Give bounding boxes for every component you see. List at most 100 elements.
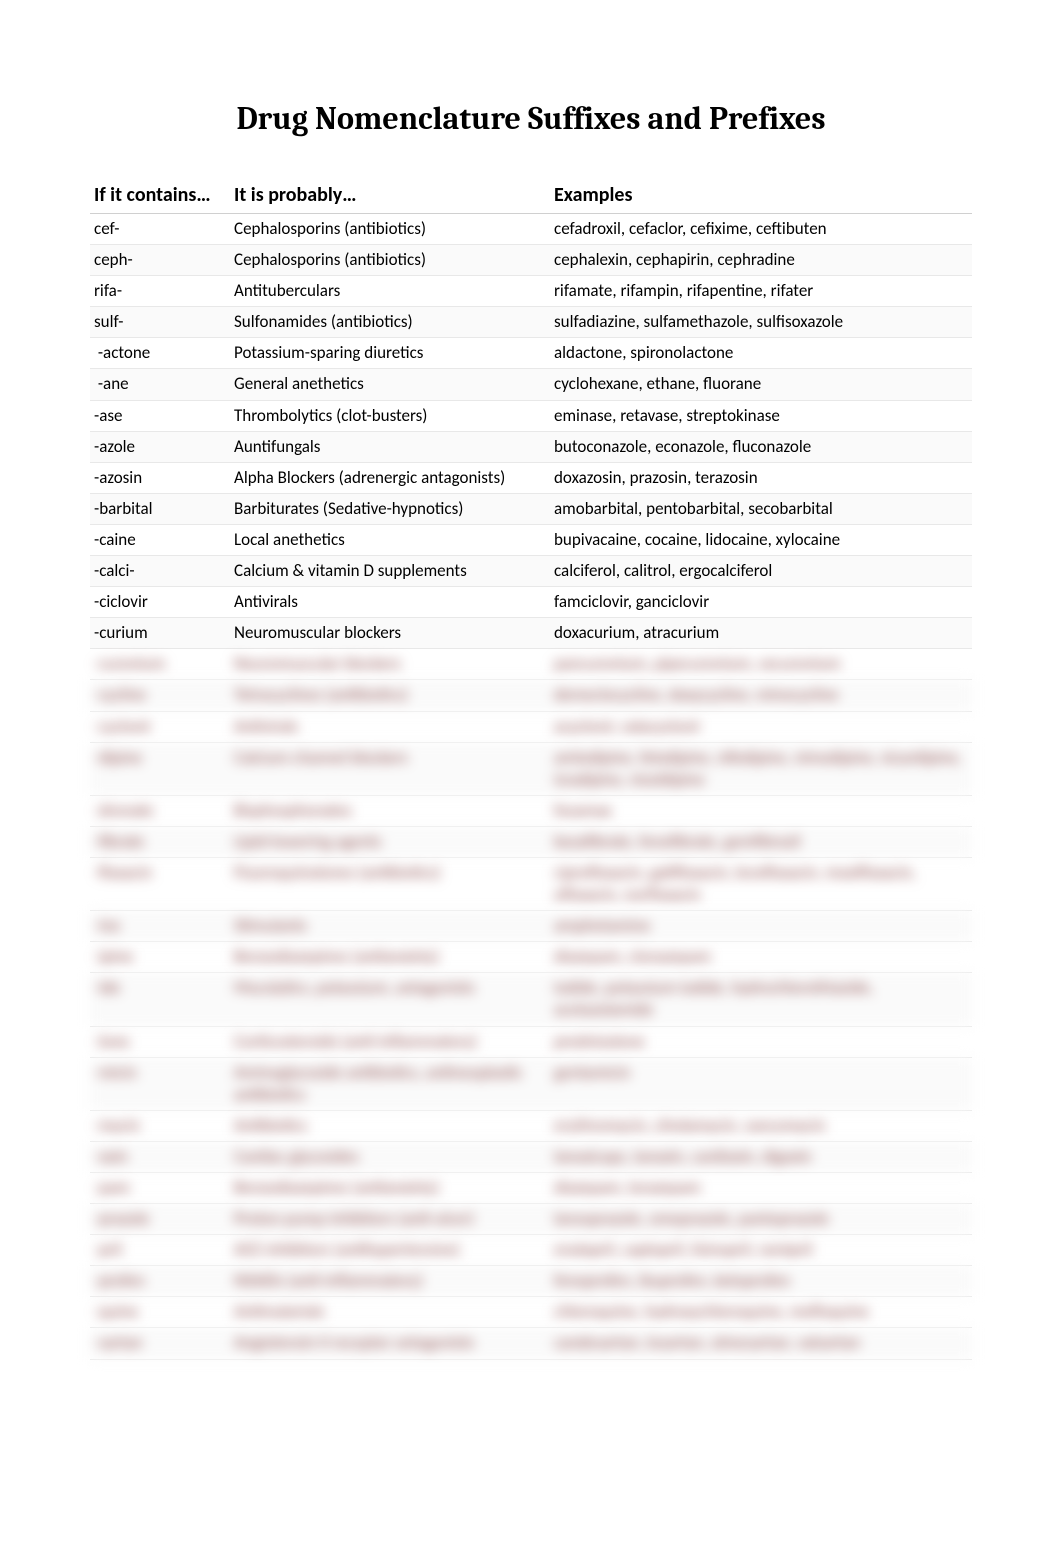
cell-examples: enalapril, captopril, lisinopril, ramipr…	[550, 1235, 972, 1266]
table-row: -azoleAuntifungalsbutoconazole, econazol…	[90, 431, 972, 462]
cell-affix: -ide	[90, 973, 230, 1026]
cell-class: Aminoglycoside antibiotics, antineoplast…	[230, 1057, 550, 1110]
table-row: -sartanAngiotensin II receptor antagonis…	[90, 1328, 972, 1359]
cell-examples: diazepam, clonazepam	[550, 942, 972, 973]
cell-examples: chloroquine, hydroxychloroquine, mefloqu…	[550, 1297, 972, 1328]
table-row: ceph-Cephalosporins (antibiotics)cephale…	[90, 245, 972, 276]
table-row: -floxacinFluoroquinolones (antibiotics)c…	[90, 857, 972, 910]
cell-examples: doxazosin, prazosin, terazosin	[550, 462, 972, 493]
cell-class: Potassium-sparing diuretics	[230, 338, 550, 369]
cell-class: Thrombolytics (clot-busters)	[230, 400, 550, 431]
cell-examples: erythromycin, clindamycin, vancomycin	[550, 1110, 972, 1141]
table-row: -dipineCalcium channel blockersamlodipin…	[90, 742, 972, 795]
cell-affix: -floxacin	[90, 857, 230, 910]
cell-class: Bisphosphonates	[230, 795, 550, 826]
cell-class: Corticosteroids (anti-inflammatory)	[230, 1026, 550, 1057]
cell-examples: rifamate, rifampin, rifapentine, rifater	[550, 276, 972, 307]
cell-examples: bezafibrate, fenofibrate, gemfibrozil	[550, 826, 972, 857]
table-row: -mycinAntibioticserythromycin, clindamyc…	[90, 1110, 972, 1141]
cell-affix: -ciclovir	[90, 587, 230, 618]
table-row: -micinAminoglycoside antibiotics, antine…	[90, 1057, 972, 1110]
cell-class: Local anethetics	[230, 524, 550, 555]
cell-examples: fosamax	[550, 795, 972, 826]
cell-examples: cefadroxil, cefaclor, cefixime, ceftibut…	[550, 214, 972, 245]
cell-affix: -pam	[90, 1173, 230, 1204]
table-row: rifa-Antitubercularsrifamate, rifampin, …	[90, 276, 972, 307]
cell-affix: -fibrate	[90, 826, 230, 857]
cell-class: Lipid-lowering agents	[230, 826, 550, 857]
cell-class: Calcium & vitamin D supplements	[230, 556, 550, 587]
table-header-row: If it contains… It is probably… Examples	[90, 177, 972, 214]
cell-examples: lanoxicaps, lanoxin, cardioxin, digoxin	[550, 1141, 972, 1172]
cell-examples: aldactone, spironolactone	[550, 338, 972, 369]
cell-affix: -pril	[90, 1235, 230, 1266]
header-affix: If it contains…	[90, 177, 230, 214]
table-row: -caineLocal anetheticsbupivacaine, cocai…	[90, 524, 972, 555]
cell-examples: bupivacaine, cocaine, lidocaine, xylocai…	[550, 524, 972, 555]
table-row: -ideMucolytics, potassium, antagonistsio…	[90, 973, 972, 1026]
cell-examples: amlodipine, felodipine, nifedipine, nimo…	[550, 742, 972, 795]
cell-affix: -azole	[90, 431, 230, 462]
cell-affix: -ipine	[90, 942, 230, 973]
cell-class: Angiotensin II receptor antagonists	[230, 1328, 550, 1359]
cell-class: Mucolytics, potassium, antagonists	[230, 973, 550, 1026]
cell-examples: cyclohexane, ethane, fluorane	[550, 369, 972, 400]
cell-affix: -mycin	[90, 1110, 230, 1141]
table-row: -cyclineTetracyclines (antibiotics)demec…	[90, 680, 972, 711]
cell-affix: rifa-	[90, 276, 230, 307]
cell-affix: -profen	[90, 1266, 230, 1297]
cell-examples: famciclovir, ganciclovir	[550, 587, 972, 618]
cell-class: Barbiturates (Sedative-hypnotics)	[230, 493, 550, 524]
cell-examples: doxacurium, atracurium	[550, 618, 972, 649]
table-row: -actonePotassium-sparing diureticsaldact…	[90, 338, 972, 369]
cell-affix: -calci-	[90, 556, 230, 587]
table-row: -quineAntimalarialschloroquine, hydroxyc…	[90, 1297, 972, 1328]
header-class: It is probably…	[230, 177, 550, 214]
cell-class: Auntifungals	[230, 431, 550, 462]
cell-class: Cephalosporins (antibiotics)	[230, 214, 550, 245]
cell-affix: -curonium	[90, 649, 230, 680]
drug-table: If it contains… It is probably… Examples…	[90, 177, 972, 1360]
cell-affix: -cycline	[90, 680, 230, 711]
table-row: -fibrateLipid-lowering agentsbezafibrate…	[90, 826, 972, 857]
cell-affix: -micin	[90, 1057, 230, 1110]
cell-affix: cef-	[90, 214, 230, 245]
table-row: -aneGeneral anetheticscyclohexane, ethan…	[90, 369, 972, 400]
cell-class: NSAIDs (anti-inflammatory)	[230, 1266, 550, 1297]
table-row: -pamBenzodiazepines (antianxiety)diazepa…	[90, 1173, 972, 1204]
table-row: -cyclovirAntiviralsacyclovir, valacyclov…	[90, 711, 972, 742]
table-row: -prazoleProton pump inhibitors (anti-ulc…	[90, 1204, 972, 1235]
cell-affix: -actone	[90, 338, 230, 369]
cell-examples: diazepam, lorazepam	[550, 1173, 972, 1204]
cell-class: Neuromuscular blockers	[230, 618, 550, 649]
cell-affix: -ine	[90, 911, 230, 942]
table-row: -curiumNeuromuscular blockersdoxacurium,…	[90, 618, 972, 649]
cell-examples: sulfadiazine, sulfamethazole, sulfisoxaz…	[550, 307, 972, 338]
cell-affix: -sartan	[90, 1328, 230, 1359]
cell-class: Fluoroquinolones (antibiotics)	[230, 857, 550, 910]
cell-affix: -dipine	[90, 742, 230, 795]
cell-affix: -cyclovir	[90, 711, 230, 742]
cell-affix: -azosin	[90, 462, 230, 493]
table-row: -aseThrombolytics (clot-busters)eminase,…	[90, 400, 972, 431]
cell-class: Alpha Blockers (adrenergic antagonists)	[230, 462, 550, 493]
cell-examples: candesartan, losartan, olmesartan, valsa…	[550, 1328, 972, 1359]
cell-affix: ceph-	[90, 245, 230, 276]
table-row: -ineStimulantsamphetamine	[90, 911, 972, 942]
cell-affix: -caine	[90, 524, 230, 555]
cell-examples: lansoprazole, omeprazole, pantoprazole	[550, 1204, 972, 1235]
cell-examples: amphetamine	[550, 911, 972, 942]
cell-class: Benzodiazepines (antianxiety)	[230, 1173, 550, 1204]
table-row: -calci-Calcium & vitamin D supplementsca…	[90, 556, 972, 587]
page-title: Drug Nomenclature Suffixes and Prefixes	[90, 100, 972, 137]
cell-affix: -dronate	[90, 795, 230, 826]
cell-class: Cardiac glycosides	[230, 1141, 550, 1172]
cell-affix: -ane	[90, 369, 230, 400]
table-row: -ciclovirAntiviralsfamciclovir, ganciclo…	[90, 587, 972, 618]
table-row: -dronateBisphosphonatesfosamax	[90, 795, 972, 826]
cell-examples: demeclocycline, doxycycline, minocycline	[550, 680, 972, 711]
cell-class: Antimalarials	[230, 1297, 550, 1328]
cell-class: Sulfonamides (antibiotics)	[230, 307, 550, 338]
cell-class: Proton pump inhibitors (anti-ulcer)	[230, 1204, 550, 1235]
cell-examples: amobarbital, pentobarbital, secobarbital	[550, 493, 972, 524]
